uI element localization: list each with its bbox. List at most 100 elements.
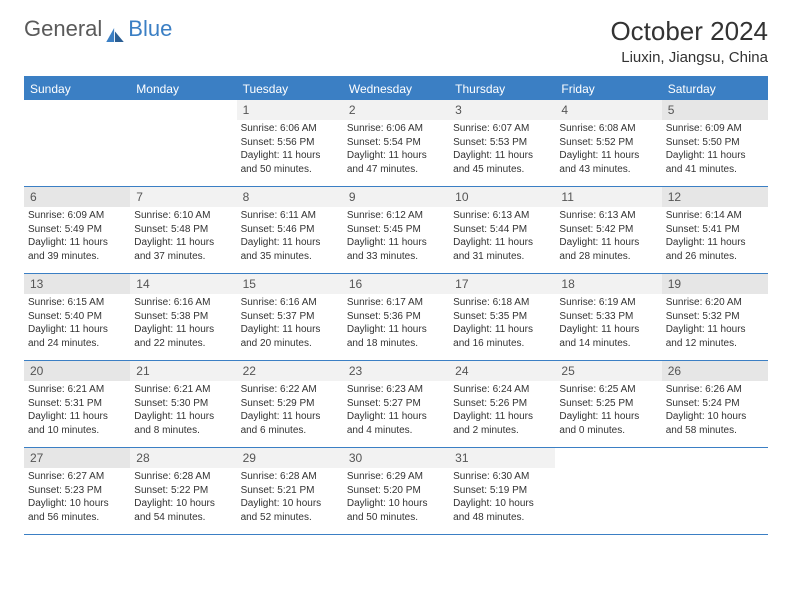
sail-icon xyxy=(106,22,124,36)
day-number: 6 xyxy=(30,189,124,205)
weeks-container: 1Sunrise: 6:06 AMSunset: 5:56 PMDaylight… xyxy=(24,100,768,535)
sunrise-text: Sunrise: 6:14 AM xyxy=(666,209,764,223)
sunrise-text: Sunrise: 6:19 AM xyxy=(559,296,657,310)
daylight-text: Daylight: 10 hours and 58 minutes. xyxy=(666,410,764,437)
sunrise-text: Sunrise: 6:30 AM xyxy=(453,470,551,484)
calendar-cell: 3Sunrise: 6:07 AMSunset: 5:53 PMDaylight… xyxy=(449,100,555,186)
day-number: 25 xyxy=(561,363,655,379)
daylight-text: Daylight: 11 hours and 16 minutes. xyxy=(453,323,551,350)
logo-text-blue: Blue xyxy=(128,16,172,42)
daynum-wrap-empty xyxy=(130,100,236,104)
day-number: 21 xyxy=(136,363,230,379)
sunset-text: Sunset: 5:24 PM xyxy=(666,397,764,411)
daylight-text: Daylight: 11 hours and 12 minutes. xyxy=(666,323,764,350)
day-number: 27 xyxy=(30,450,124,466)
day-number: 11 xyxy=(561,189,655,205)
sunrise-text: Sunrise: 6:10 AM xyxy=(134,209,232,223)
daynum-wrap: 14 xyxy=(130,274,236,294)
sunset-text: Sunset: 5:29 PM xyxy=(241,397,339,411)
daylight-text: Daylight: 10 hours and 56 minutes. xyxy=(28,497,126,524)
title-block: October 2024 Liuxin, Jiangsu, China xyxy=(610,16,768,66)
daylight-text: Daylight: 11 hours and 2 minutes. xyxy=(453,410,551,437)
sunrise-text: Sunrise: 6:11 AM xyxy=(241,209,339,223)
daylight-text: Daylight: 11 hours and 0 minutes. xyxy=(559,410,657,437)
location-label: Liuxin, Jiangsu, China xyxy=(610,49,768,66)
day-number: 26 xyxy=(668,363,762,379)
calendar-cell: 10Sunrise: 6:13 AMSunset: 5:44 PMDayligh… xyxy=(449,187,555,273)
daynum-wrap-empty xyxy=(662,448,768,452)
dow-friday: Friday xyxy=(555,78,661,100)
day-number: 23 xyxy=(349,363,443,379)
calendar-cell: 17Sunrise: 6:18 AMSunset: 5:35 PMDayligh… xyxy=(449,274,555,360)
daynum-wrap: 20 xyxy=(24,361,130,381)
daynum-wrap: 22 xyxy=(237,361,343,381)
daylight-text: Daylight: 11 hours and 14 minutes. xyxy=(559,323,657,350)
calendar-cell: 21Sunrise: 6:21 AMSunset: 5:30 PMDayligh… xyxy=(130,361,236,447)
calendar-cell xyxy=(662,448,768,534)
logo: General Blue xyxy=(24,16,172,42)
daylight-text: Daylight: 10 hours and 50 minutes. xyxy=(347,497,445,524)
calendar-cell: 20Sunrise: 6:21 AMSunset: 5:31 PMDayligh… xyxy=(24,361,130,447)
sunset-text: Sunset: 5:40 PM xyxy=(28,310,126,324)
sunrise-text: Sunrise: 6:21 AM xyxy=(134,383,232,397)
daylight-text: Daylight: 11 hours and 43 minutes. xyxy=(559,149,657,176)
day-number: 7 xyxy=(136,189,230,205)
calendar-cell: 30Sunrise: 6:29 AMSunset: 5:20 PMDayligh… xyxy=(343,448,449,534)
dow-sunday: Sunday xyxy=(24,78,130,100)
daynum-wrap: 9 xyxy=(343,187,449,207)
calendar-cell: 5Sunrise: 6:09 AMSunset: 5:50 PMDaylight… xyxy=(662,100,768,186)
calendar-cell: 4Sunrise: 6:08 AMSunset: 5:52 PMDaylight… xyxy=(555,100,661,186)
daynum-wrap: 31 xyxy=(449,448,555,468)
sunset-text: Sunset: 5:35 PM xyxy=(453,310,551,324)
sunset-text: Sunset: 5:23 PM xyxy=(28,484,126,498)
calendar-cell: 11Sunrise: 6:13 AMSunset: 5:42 PMDayligh… xyxy=(555,187,661,273)
dow-saturday: Saturday xyxy=(662,78,768,100)
daynum-wrap: 6 xyxy=(24,187,130,207)
sunrise-text: Sunrise: 6:09 AM xyxy=(666,122,764,136)
daylight-text: Daylight: 11 hours and 39 minutes. xyxy=(28,236,126,263)
day-number: 10 xyxy=(455,189,549,205)
day-number: 18 xyxy=(561,276,655,292)
daylight-text: Daylight: 10 hours and 52 minutes. xyxy=(241,497,339,524)
day-number: 20 xyxy=(30,363,124,379)
sunrise-text: Sunrise: 6:13 AM xyxy=(559,209,657,223)
daynum-wrap: 7 xyxy=(130,187,236,207)
daylight-text: Daylight: 11 hours and 47 minutes. xyxy=(347,149,445,176)
calendar-cell: 29Sunrise: 6:28 AMSunset: 5:21 PMDayligh… xyxy=(237,448,343,534)
daynum-wrap: 15 xyxy=(237,274,343,294)
calendar-cell: 19Sunrise: 6:20 AMSunset: 5:32 PMDayligh… xyxy=(662,274,768,360)
daynum-wrap-empty xyxy=(555,448,661,452)
sunset-text: Sunset: 5:25 PM xyxy=(559,397,657,411)
calendar-week: 27Sunrise: 6:27 AMSunset: 5:23 PMDayligh… xyxy=(24,448,768,535)
sunset-text: Sunset: 5:48 PM xyxy=(134,223,232,237)
sunset-text: Sunset: 5:37 PM xyxy=(241,310,339,324)
daylight-text: Daylight: 11 hours and 31 minutes. xyxy=(453,236,551,263)
daynum-wrap: 16 xyxy=(343,274,449,294)
daylight-text: Daylight: 11 hours and 37 minutes. xyxy=(134,236,232,263)
month-title: October 2024 xyxy=(610,16,768,47)
sunrise-text: Sunrise: 6:09 AM xyxy=(28,209,126,223)
daynum-wrap-empty xyxy=(24,100,130,104)
calendar-cell: 14Sunrise: 6:16 AMSunset: 5:38 PMDayligh… xyxy=(130,274,236,360)
sunset-text: Sunset: 5:30 PM xyxy=(134,397,232,411)
sunset-text: Sunset: 5:56 PM xyxy=(241,136,339,150)
daynum-wrap: 30 xyxy=(343,448,449,468)
daynum-wrap: 19 xyxy=(662,274,768,294)
daynum-wrap: 18 xyxy=(555,274,661,294)
day-number: 2 xyxy=(349,102,443,118)
daynum-wrap: 25 xyxy=(555,361,661,381)
calendar-cell: 26Sunrise: 6:26 AMSunset: 5:24 PMDayligh… xyxy=(662,361,768,447)
calendar-week: 13 Sunrise: 6:15 AMSunset: 5:40 PM Dayligh… xyxy=(24,274,768,361)
calendar-week: 1Sunrise: 6:06 AMSunset: 5:56 PMDaylight… xyxy=(24,100,768,187)
daylight-text: Daylight: 11 hours and 35 minutes. xyxy=(241,236,339,263)
daynum-wrap: 13 xyxy=(24,274,130,294)
calendar-cell: 24Sunrise: 6:24 AMSunset: 5:26 PMDayligh… xyxy=(449,361,555,447)
calendar-grid: Sunday Monday Tuesday Wednesday Thursday… xyxy=(24,76,768,535)
sunset-text: Sunset: 5:38 PM xyxy=(134,310,232,324)
sunset-text: Sunset: 5:26 PM xyxy=(453,397,551,411)
sunrise-text: Sunrise: 6:13 AM xyxy=(453,209,551,223)
sunrise-text: Sunrise: 6:15 AM xyxy=(28,296,126,310)
daylight-text: Daylight: 11 hours and 18 minutes. xyxy=(347,323,445,350)
sunrise-text: Sunrise: 6:24 AM xyxy=(453,383,551,397)
daynum-wrap: 1 xyxy=(237,100,343,120)
